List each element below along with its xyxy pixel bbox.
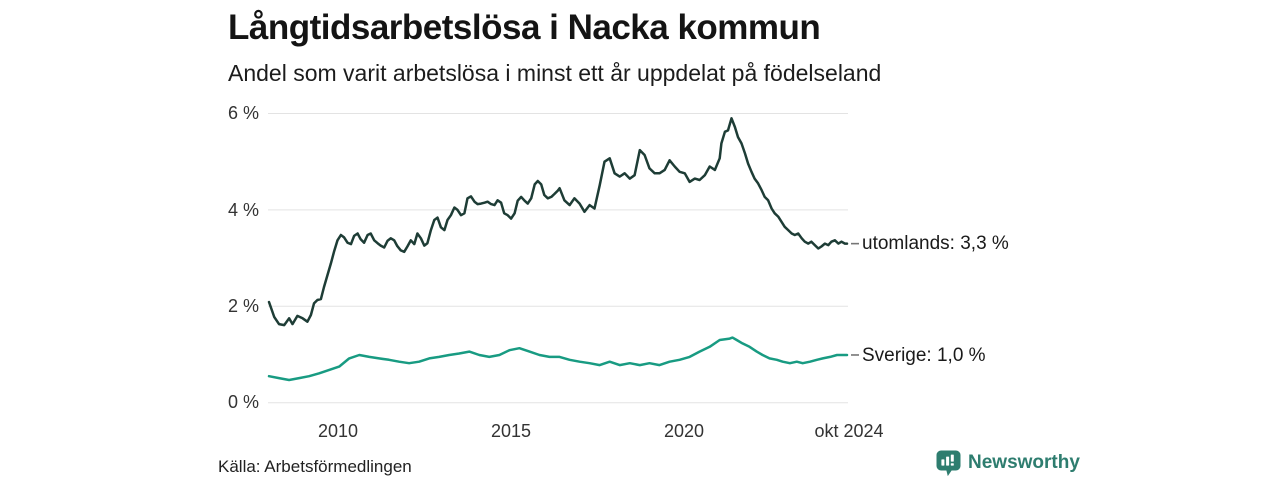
newsworthy-logo[interactable]: Newsworthy [936, 450, 1080, 477]
source-credit: Källa: Arbetsförmedlingen [218, 457, 412, 476]
x-axis-tick-2010: 2010 [317, 421, 359, 441]
newsworthy-wordmark: Newsworthy [968, 452, 1080, 473]
y-axis-tick-4: 4 % [227, 200, 259, 220]
newsworthy-bubble-barchart-icon [936, 450, 961, 477]
series-label-utomlands: utomlands: 3,3 % [862, 233, 1009, 254]
x-axis-tick-2020: 2020 [663, 421, 705, 441]
page-title: Långtidsarbetslösa i Nacka kommun [228, 8, 821, 47]
line-Sverige [267, 336, 849, 382]
y-axis-tick-2: 2 % [227, 296, 259, 316]
y-axis-tick-6: 6 % [227, 103, 259, 123]
page-subtitle: Andel som varit arbetslösa i minst ett å… [228, 60, 882, 86]
series-label-sverige: Sverige: 1,0 % [862, 345, 986, 366]
x-axis-tick-2015: 2015 [490, 421, 532, 441]
line-utomlands [267, 117, 849, 327]
x-axis-tick-okt-2024: okt 2024 [814, 421, 884, 441]
y-axis-tick-0: 0 % [227, 392, 259, 412]
